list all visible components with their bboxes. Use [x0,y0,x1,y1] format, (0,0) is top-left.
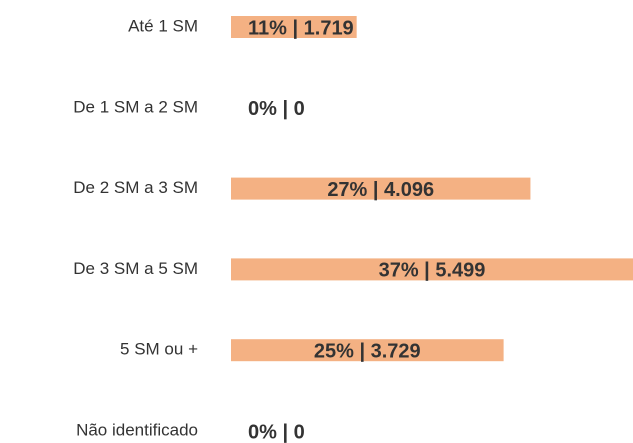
value-label: 37% | 5.499 [379,260,486,282]
category-label: De 2 SM a 3 SM [73,178,198,197]
category-label: Até 1 SM [128,16,198,35]
value-label: 0% | 0 [248,421,305,443]
bar [231,177,531,200]
category-label: De 1 SM a 2 SM [73,97,198,116]
value-label: 0% | 0 [248,98,305,120]
value-label: 25% | 3.729 [314,340,421,362]
bar [231,339,504,362]
bar [231,16,357,38]
category-label: 5 SM ou + [120,340,198,359]
bar [231,258,633,281]
value-label: 11% | 1.719 [248,17,354,39]
category-label: Não identificado [76,420,198,439]
category-label: De 3 SM a 5 SM [73,259,198,278]
value-label: 27% | 4.096 [327,179,434,201]
